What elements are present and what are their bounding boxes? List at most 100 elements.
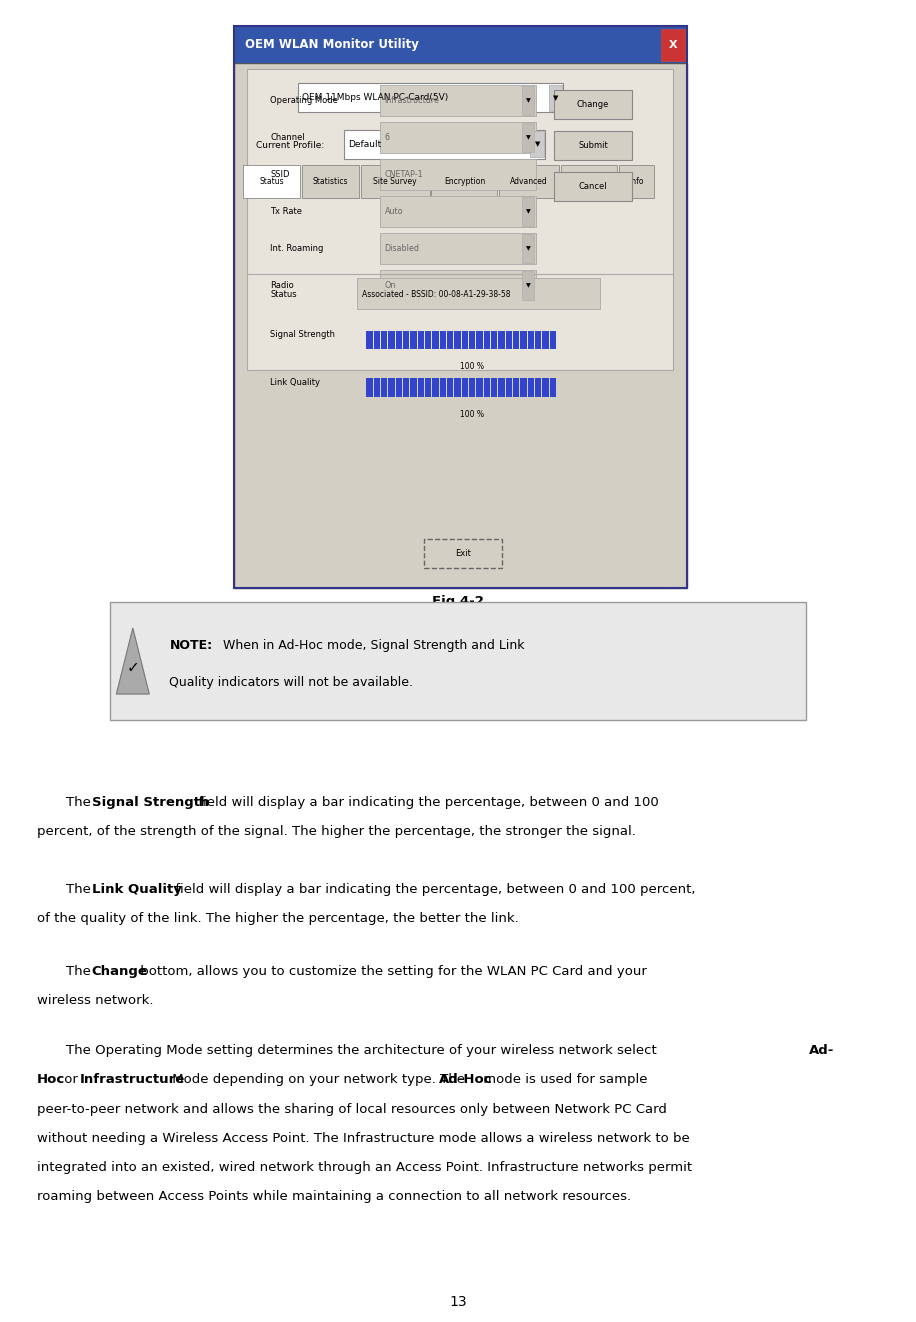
Text: of the quality of the link. The higher the percentage, the better the link.: of the quality of the link. The higher t… <box>37 912 518 925</box>
Text: CNETAP-1: CNETAP-1 <box>385 171 423 178</box>
FancyBboxPatch shape <box>388 378 395 397</box>
FancyBboxPatch shape <box>366 378 373 397</box>
FancyBboxPatch shape <box>550 378 556 397</box>
FancyBboxPatch shape <box>361 165 430 198</box>
FancyBboxPatch shape <box>535 378 541 397</box>
FancyBboxPatch shape <box>491 378 497 397</box>
FancyBboxPatch shape <box>357 278 600 309</box>
FancyBboxPatch shape <box>520 330 527 349</box>
Text: Quality indicators will not be available.: Quality indicators will not be available… <box>169 676 413 689</box>
Text: ▼: ▼ <box>526 283 530 288</box>
FancyBboxPatch shape <box>462 378 468 397</box>
FancyBboxPatch shape <box>302 165 359 198</box>
Text: Change: Change <box>92 965 147 978</box>
Text: peer-to-peer network and allows the sharing of local resources only between Netw: peer-to-peer network and allows the shar… <box>37 1103 667 1116</box>
Text: or: or <box>60 1073 82 1087</box>
FancyBboxPatch shape <box>499 165 559 198</box>
FancyBboxPatch shape <box>469 378 475 397</box>
Text: Hoc: Hoc <box>37 1073 65 1087</box>
Text: Current Profile:: Current Profile: <box>256 141 325 149</box>
FancyBboxPatch shape <box>374 378 380 397</box>
FancyBboxPatch shape <box>498 330 505 349</box>
Text: Ad-: Ad- <box>809 1044 834 1058</box>
FancyBboxPatch shape <box>425 330 431 349</box>
Text: Link Quality: Link Quality <box>92 883 181 896</box>
FancyBboxPatch shape <box>554 131 632 160</box>
Text: Status: Status <box>270 291 297 299</box>
FancyBboxPatch shape <box>366 330 373 349</box>
FancyBboxPatch shape <box>661 29 685 61</box>
FancyBboxPatch shape <box>380 159 536 190</box>
Text: Ad-Hoc: Ad-Hoc <box>439 1073 493 1087</box>
Text: roaming between Access Points while maintaining a connection to all network reso: roaming between Access Points while main… <box>37 1190 631 1203</box>
FancyBboxPatch shape <box>298 83 563 112</box>
Text: Advanced: Advanced <box>510 177 548 185</box>
FancyBboxPatch shape <box>381 378 387 397</box>
Text: NOTE:: NOTE: <box>169 639 213 652</box>
FancyBboxPatch shape <box>396 378 402 397</box>
FancyBboxPatch shape <box>431 165 497 198</box>
Text: Cancel: Cancel <box>579 182 607 190</box>
Text: The Operating Mode setting determines the architecture of your wireless network : The Operating Mode setting determines th… <box>66 1044 661 1058</box>
Text: bottom, allows you to customize the setting for the WLAN PC Card and your: bottom, allows you to customize the sett… <box>136 965 647 978</box>
FancyBboxPatch shape <box>380 233 536 264</box>
FancyBboxPatch shape <box>243 165 300 198</box>
FancyBboxPatch shape <box>530 131 544 157</box>
FancyBboxPatch shape <box>440 330 446 349</box>
FancyBboxPatch shape <box>528 330 534 349</box>
FancyBboxPatch shape <box>432 330 439 349</box>
Text: Operating Mode: Operating Mode <box>270 97 338 104</box>
Text: Profiles: Profiles <box>575 177 603 185</box>
Text: Int. Roaming: Int. Roaming <box>270 245 323 253</box>
FancyBboxPatch shape <box>447 378 453 397</box>
FancyBboxPatch shape <box>513 330 519 349</box>
FancyBboxPatch shape <box>234 26 687 63</box>
FancyBboxPatch shape <box>498 378 505 397</box>
FancyBboxPatch shape <box>506 378 512 397</box>
Text: ▼: ▼ <box>553 95 559 100</box>
FancyBboxPatch shape <box>344 130 545 159</box>
FancyBboxPatch shape <box>447 330 453 349</box>
FancyBboxPatch shape <box>520 378 527 397</box>
FancyBboxPatch shape <box>535 330 541 349</box>
FancyBboxPatch shape <box>440 378 446 397</box>
Text: field will display a bar indicating the percentage, between 0 and 100 percent,: field will display a bar indicating the … <box>171 883 696 896</box>
Text: Info: Info <box>629 177 644 185</box>
FancyBboxPatch shape <box>418 330 424 349</box>
Text: Status: Status <box>259 177 284 185</box>
Text: Site Survey: Site Survey <box>374 177 417 185</box>
FancyBboxPatch shape <box>380 270 536 301</box>
Text: ▼: ▼ <box>526 135 530 140</box>
Text: 6: 6 <box>385 134 389 141</box>
FancyBboxPatch shape <box>522 197 534 226</box>
FancyBboxPatch shape <box>374 330 380 349</box>
Text: ▼: ▼ <box>526 209 530 214</box>
FancyBboxPatch shape <box>522 234 534 263</box>
Text: Associated - BSSID: 00-08-A1-29-38-58: Associated - BSSID: 00-08-A1-29-38-58 <box>362 291 510 299</box>
FancyBboxPatch shape <box>469 330 475 349</box>
FancyBboxPatch shape <box>381 330 387 349</box>
FancyBboxPatch shape <box>462 330 468 349</box>
FancyBboxPatch shape <box>554 90 632 119</box>
FancyBboxPatch shape <box>454 378 461 397</box>
FancyBboxPatch shape <box>554 172 632 201</box>
FancyBboxPatch shape <box>380 196 536 227</box>
Text: OEM WLAN Monitor Utility: OEM WLAN Monitor Utility <box>245 38 419 52</box>
FancyBboxPatch shape <box>542 378 549 397</box>
FancyBboxPatch shape <box>388 330 395 349</box>
Text: When in Ad-Hoc mode, Signal Strength and Link: When in Ad-Hoc mode, Signal Strength and… <box>223 639 524 652</box>
Text: field will display a bar indicating the percentage, between 0 and 100: field will display a bar indicating the … <box>194 796 659 809</box>
FancyBboxPatch shape <box>423 539 502 568</box>
Text: SSID: SSID <box>270 171 289 178</box>
FancyBboxPatch shape <box>410 330 417 349</box>
FancyBboxPatch shape <box>476 330 483 349</box>
FancyBboxPatch shape <box>454 330 461 349</box>
FancyBboxPatch shape <box>425 378 431 397</box>
FancyBboxPatch shape <box>403 330 409 349</box>
FancyBboxPatch shape <box>396 330 402 349</box>
FancyBboxPatch shape <box>432 378 439 397</box>
Text: percent, of the strength of the signal. The higher the percentage, the stronger : percent, of the strength of the signal. … <box>37 825 636 838</box>
Text: Auto: Auto <box>385 208 403 215</box>
Text: 100 %: 100 % <box>460 410 484 419</box>
FancyBboxPatch shape <box>247 69 673 370</box>
